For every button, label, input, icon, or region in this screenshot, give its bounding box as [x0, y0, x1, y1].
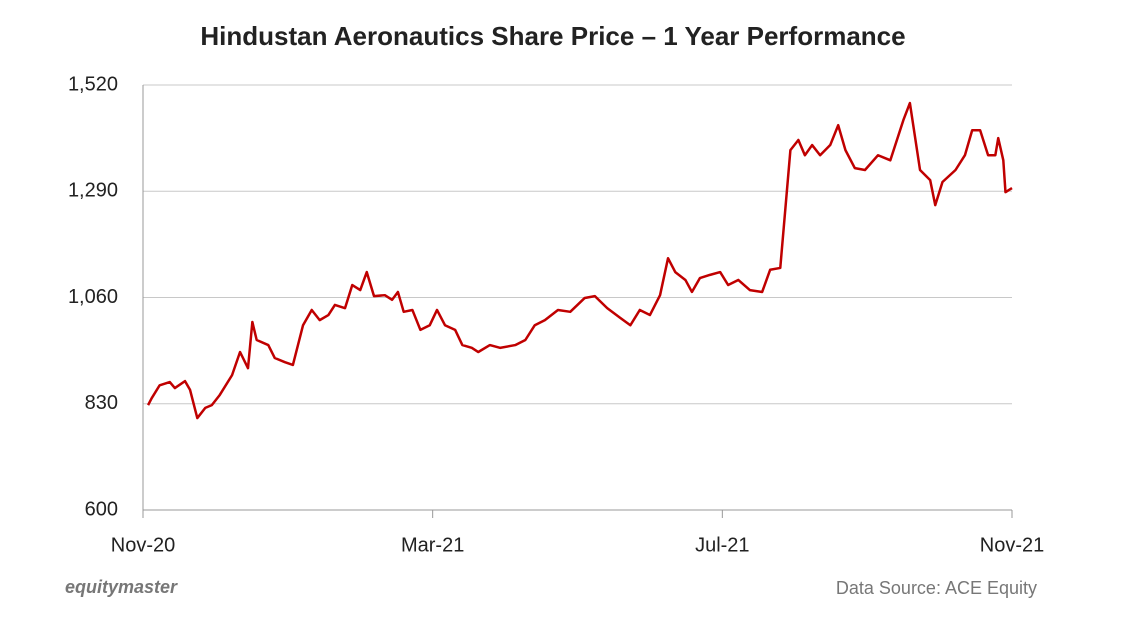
y-tick-label: 1,060: [68, 286, 118, 308]
y-tick-label: 600: [85, 498, 118, 520]
chart-title: Hindustan Aeronautics Share Price – 1 Ye…: [200, 21, 905, 51]
source-note: Data Source: ACE Equity: [836, 578, 1037, 598]
x-tick-label: Nov-21: [980, 534, 1044, 556]
x-tick-label: Jul-21: [695, 534, 749, 556]
x-tick-label: Nov-20: [111, 534, 175, 556]
y-tick-label: 1,520: [68, 73, 118, 95]
y-tick-label: 1,290: [68, 180, 118, 202]
x-tick-label: Mar-21: [401, 534, 464, 556]
price-line: [146, 101, 1013, 420]
y-tick-label: 830: [85, 392, 118, 414]
brand: equitymaster: [65, 577, 178, 597]
